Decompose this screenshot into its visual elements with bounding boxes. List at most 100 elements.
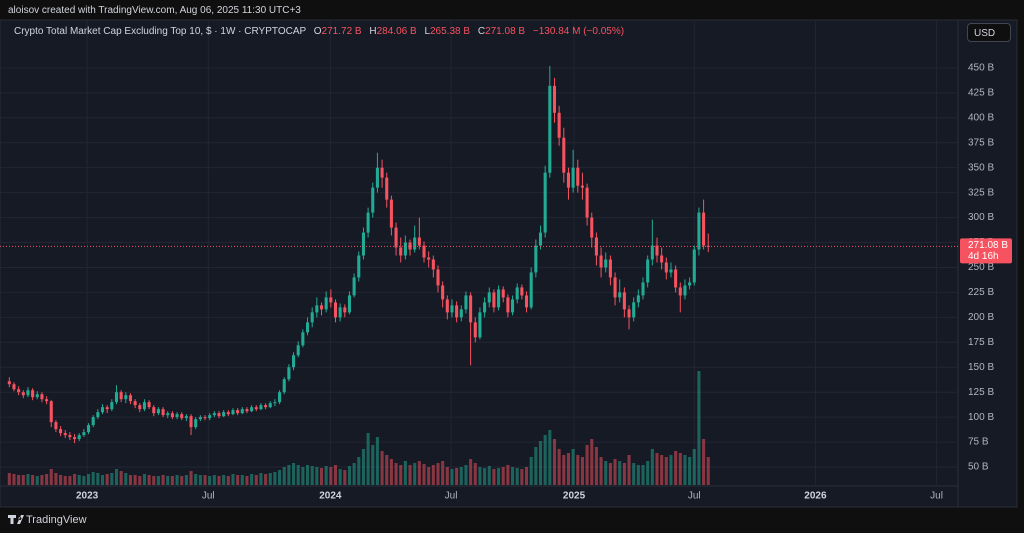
volume-bar bbox=[236, 475, 240, 485]
candle-body bbox=[576, 167, 580, 186]
volume-bar bbox=[156, 476, 160, 485]
candle-body bbox=[250, 407, 254, 412]
volume-bar bbox=[613, 459, 617, 485]
volume-bar bbox=[324, 466, 328, 485]
y-tick-label: 75 B bbox=[968, 437, 989, 448]
volume-bar bbox=[329, 467, 333, 485]
candle-body bbox=[497, 289, 501, 308]
candle-body bbox=[208, 415, 212, 419]
candle-body bbox=[431, 259, 435, 270]
volume-bar bbox=[478, 467, 482, 485]
candle-body bbox=[650, 245, 654, 260]
volume-bar bbox=[128, 475, 133, 485]
candle-body bbox=[240, 409, 244, 414]
candle-body bbox=[319, 305, 324, 310]
volume-bar bbox=[529, 457, 533, 485]
candle-body bbox=[520, 287, 524, 296]
volume-bar bbox=[119, 471, 123, 485]
volume-bar bbox=[301, 467, 305, 485]
candle-body bbox=[7, 381, 11, 385]
candle-body bbox=[459, 309, 463, 318]
candle-body bbox=[40, 394, 44, 400]
volume-bar bbox=[138, 476, 142, 485]
candle-body bbox=[641, 282, 645, 296]
volume-bar bbox=[636, 465, 640, 485]
change: −130.84 M (−0.05%) bbox=[532, 26, 625, 37]
candle-body bbox=[156, 409, 160, 414]
currency-button[interactable]: USD bbox=[967, 23, 1011, 42]
candle-body bbox=[534, 245, 538, 273]
volume-bar bbox=[54, 473, 58, 485]
volume-bar bbox=[124, 473, 128, 485]
candle-body bbox=[511, 299, 515, 313]
candle-body bbox=[594, 237, 598, 256]
volume-bar bbox=[604, 461, 608, 485]
candle-body bbox=[49, 401, 53, 423]
y-tick-label: 150 B bbox=[968, 362, 994, 373]
volume-bar bbox=[669, 455, 673, 485]
candle-body bbox=[315, 305, 319, 313]
candle-body bbox=[408, 242, 412, 250]
candle-body bbox=[110, 402, 114, 410]
volume-bar bbox=[208, 476, 212, 485]
candle-body bbox=[82, 432, 86, 436]
volume-bar bbox=[240, 475, 244, 485]
y-tick-label: 175 B bbox=[968, 337, 994, 348]
x-tick-label: 2025 bbox=[563, 491, 586, 502]
candle-body bbox=[552, 85, 557, 113]
candle-body bbox=[529, 272, 533, 308]
candle-body bbox=[413, 237, 417, 250]
volume-bar bbox=[273, 472, 277, 485]
volume-bar bbox=[86, 474, 91, 485]
volume-bar bbox=[26, 474, 30, 485]
y-tick-label: 400 B bbox=[968, 112, 994, 123]
candle-body bbox=[21, 392, 25, 396]
volume-bar bbox=[473, 463, 477, 485]
volume-bar bbox=[576, 455, 580, 485]
volume-bar bbox=[422, 464, 426, 485]
volume-bar bbox=[231, 474, 235, 485]
x-tick-label: 2024 bbox=[319, 491, 342, 502]
candle-body bbox=[366, 212, 370, 233]
candle-body bbox=[278, 392, 282, 403]
brand: TradingView bbox=[26, 514, 87, 526]
volume-bar bbox=[375, 437, 379, 485]
candle-body bbox=[697, 212, 701, 250]
candle-body bbox=[189, 416, 193, 428]
candle-body bbox=[91, 417, 95, 426]
symbol-title: Crypto Total Market Cap Excluding Top 10… bbox=[14, 26, 306, 37]
volume-bar bbox=[683, 455, 687, 485]
ohlc-key: O bbox=[313, 26, 322, 37]
x-tick-label: Jul bbox=[688, 491, 701, 502]
volume-bar bbox=[557, 449, 561, 485]
candle-body bbox=[175, 414, 179, 418]
ohlc-key: L bbox=[424, 26, 430, 37]
candle-body bbox=[464, 295, 468, 310]
volume-bar bbox=[548, 430, 552, 485]
volume-bar bbox=[315, 467, 319, 485]
volume-bar bbox=[697, 371, 701, 485]
candle-body bbox=[571, 167, 575, 188]
countdown: 4d 16h bbox=[968, 251, 999, 262]
candle-body bbox=[371, 187, 375, 213]
volume-bar bbox=[664, 457, 668, 485]
candle-body bbox=[26, 390, 30, 396]
volume-bar bbox=[310, 466, 314, 485]
volume-bar bbox=[73, 474, 77, 485]
volume-bar bbox=[646, 461, 650, 485]
candle-body bbox=[515, 287, 519, 300]
candle-body bbox=[54, 422, 58, 430]
volume-bar bbox=[7, 473, 11, 485]
candle-body bbox=[506, 297, 510, 313]
volume-bar bbox=[515, 468, 519, 485]
candle-body bbox=[198, 417, 202, 420]
candle-body bbox=[487, 292, 491, 303]
candle-body bbox=[646, 259, 650, 283]
candle-body bbox=[86, 425, 91, 433]
candle-body bbox=[231, 410, 235, 415]
volume-bar bbox=[59, 475, 63, 485]
candle-body bbox=[660, 255, 664, 263]
candle-body bbox=[264, 405, 268, 408]
candle-body bbox=[152, 407, 156, 414]
